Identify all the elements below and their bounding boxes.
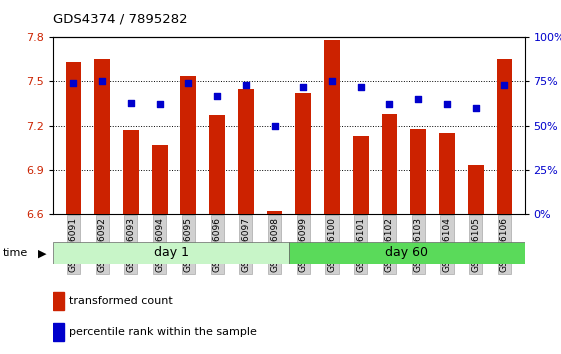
Point [471, 105, 480, 111]
Bar [324, 40, 340, 214]
Text: GDS4374 / 7895282: GDS4374 / 7895282 [53, 12, 188, 25]
Bar [53, 324, 63, 341]
Point [413, 96, 422, 102]
Point [155, 102, 164, 107]
Point [213, 93, 222, 98]
Point [328, 79, 337, 84]
Bar [66, 62, 81, 214]
Text: ▶: ▶ [38, 249, 47, 258]
Point [69, 80, 78, 86]
Bar [296, 93, 311, 214]
Bar [181, 75, 196, 214]
Text: transformed count: transformed count [69, 296, 173, 306]
Point [270, 123, 279, 129]
Bar [123, 130, 139, 214]
Bar [381, 114, 397, 214]
Bar [53, 292, 63, 310]
Point [126, 100, 135, 105]
Text: time: time [3, 249, 28, 258]
Bar [266, 211, 282, 214]
Bar [209, 115, 225, 214]
Bar [496, 59, 512, 214]
Bar [238, 89, 254, 214]
Bar [353, 136, 369, 214]
Point [443, 102, 452, 107]
Point [385, 102, 394, 107]
Point [500, 82, 509, 88]
Point [98, 79, 107, 84]
Point [184, 80, 193, 86]
Bar [410, 129, 426, 214]
Point [356, 84, 365, 90]
Text: day 1: day 1 [154, 246, 188, 259]
Bar [151, 145, 168, 214]
Point [241, 82, 250, 88]
Point [299, 84, 308, 90]
Text: day 60: day 60 [385, 246, 428, 259]
Bar [468, 165, 484, 214]
Bar [53, 242, 289, 264]
Bar [439, 133, 455, 214]
Text: percentile rank within the sample: percentile rank within the sample [69, 327, 257, 337]
Bar [289, 242, 525, 264]
Bar [94, 59, 110, 214]
